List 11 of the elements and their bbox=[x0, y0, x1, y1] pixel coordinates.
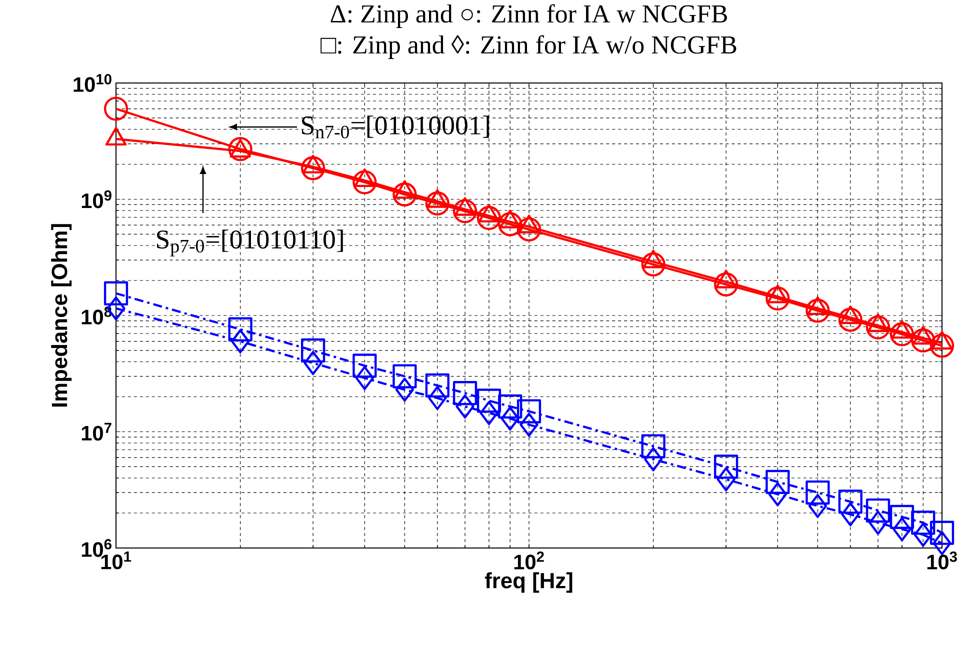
chart-title: Δ: Zinp and ○: Zinn for IA w NCGFB bbox=[330, 4, 727, 28]
y-tick-label: 10$^{10}$ bbox=[74, 74, 112, 92]
annotation: S$_{n7-0}$=[01010001] bbox=[302, 116, 489, 138]
y-tick-label: 10$^{9}$ bbox=[82, 190, 112, 208]
annotation: S$_{p7-0}$=[01010110] bbox=[157, 230, 343, 256]
chart-subtitle: □: Zinp and ◊: Zinn for IA w/o NCGFB bbox=[320, 35, 736, 59]
x-tick-label: 10$^{2}$ bbox=[514, 552, 544, 570]
x-axis-title: freq [Hz] bbox=[484, 572, 572, 593]
y-tick-label: 10$^{7}$ bbox=[82, 422, 112, 441]
y-axis-title: Impedance [Ohm] bbox=[51, 224, 72, 407]
x-tick-label: 10$^{3}$ bbox=[927, 552, 957, 570]
